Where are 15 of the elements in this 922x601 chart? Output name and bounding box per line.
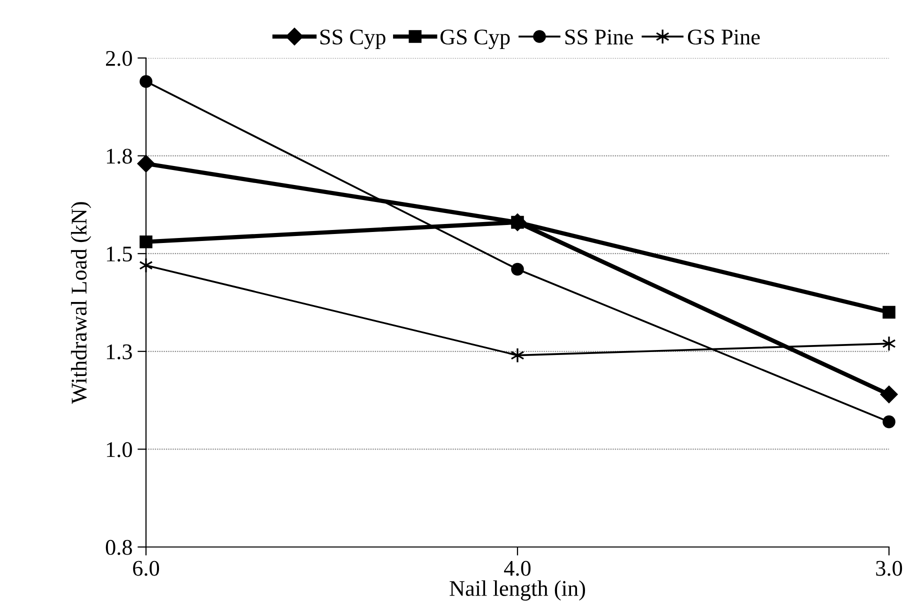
y-tick-label: 2.0: [106, 50, 132, 66]
legend-label: GS Cyp: [440, 30, 510, 50]
x-tick-label: 3.0: [876, 560, 902, 576]
legend-label: SS Cyp: [320, 30, 386, 50]
y-tick-label: 0.8: [106, 540, 132, 556]
x-tick-label: 6.0: [133, 560, 160, 576]
legend-label: SS Pine: [565, 30, 633, 45]
y-axis-title: Withdrawal Load (kN): [70, 202, 92, 404]
y-tick-label: 1.3: [106, 344, 132, 360]
legend-label: GS Pine: [688, 30, 760, 45]
y-tick-label: 1.0: [106, 442, 132, 458]
x-tick-label: 4.0: [504, 560, 531, 576]
x-axis-title: Nail length (in): [450, 580, 586, 601]
y-tick-label: 1.5: [106, 246, 132, 262]
y-tick-label: 1.8: [106, 148, 132, 164]
